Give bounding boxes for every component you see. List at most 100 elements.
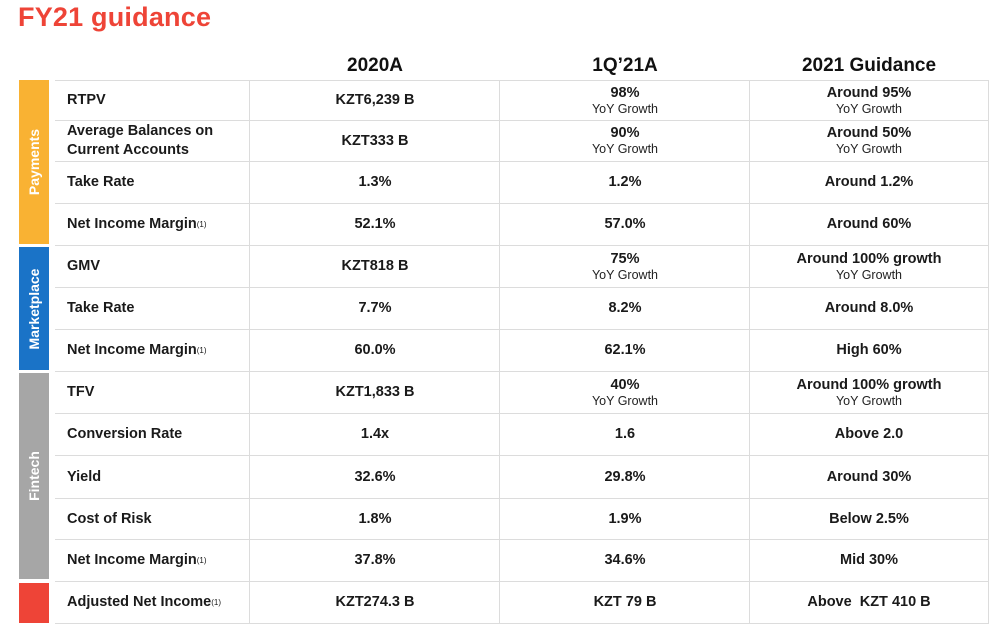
value-2021-guidance: Around 60% bbox=[826, 216, 912, 232]
row-divider bbox=[55, 455, 989, 456]
value-2020a: 1.3% bbox=[358, 174, 392, 190]
table-row-marketplace-take-rate: Take Rate 7.7% 8.2% Around 8.0% bbox=[55, 288, 989, 329]
row-label-wrap: Net Income Margin (1) bbox=[67, 540, 207, 581]
row-divider bbox=[55, 120, 989, 121]
row-divider bbox=[55, 203, 989, 204]
value-2020a: 52.1% bbox=[354, 216, 396, 232]
value-1q21a: 98% bbox=[610, 84, 640, 101]
payments-section-label: Payments bbox=[26, 128, 42, 196]
marketplace-section-band: Marketplace bbox=[19, 247, 49, 370]
row-label: Take Rate bbox=[67, 174, 135, 190]
value-1q21a: 1.2% bbox=[608, 174, 642, 190]
value-1q21a-subtext: YoY Growth bbox=[591, 267, 658, 282]
value-2020a: 60.0% bbox=[354, 342, 396, 358]
value-2020a: KZT818 B bbox=[341, 258, 409, 274]
table-row-average-balances: Average Balances on Current Accounts KZT… bbox=[55, 121, 989, 161]
row-label: TFV bbox=[67, 384, 95, 400]
value-2020a: 7.7% bbox=[358, 300, 392, 316]
value-1q21a: 1.6 bbox=[614, 426, 636, 442]
value-2021-guidance: Mid 30% bbox=[839, 552, 898, 568]
row-label: Yield bbox=[67, 468, 102, 485]
row-divider bbox=[55, 329, 989, 330]
page-title: FY21 guidance bbox=[18, 2, 212, 32]
value-1q21a: 34.6% bbox=[604, 552, 646, 568]
row-divider bbox=[55, 245, 989, 246]
value-1q21a-subtext: YoY Growth bbox=[591, 393, 658, 408]
column-divider bbox=[749, 80, 750, 623]
value-2021-guidance: Above 2.0 bbox=[834, 426, 904, 442]
row-label: Net Income Margin bbox=[67, 552, 197, 568]
table-row-fintech-net-income-margin: Net Income Margin (1) 37.8% 34.6% Mid 30% bbox=[55, 540, 989, 581]
value-1q21a-subtext: YoY Growth bbox=[591, 101, 658, 116]
row-label-wrap: Net Income Margin (1) bbox=[67, 330, 207, 371]
value-1q21a: 75% bbox=[610, 250, 640, 267]
row-divider bbox=[55, 539, 989, 540]
fintech-section-band: Fintech bbox=[19, 373, 49, 579]
footnote-marker: (1) bbox=[196, 220, 207, 229]
value-2021-guidance: Below 2.5% bbox=[829, 510, 909, 527]
row-label: Take Rate bbox=[67, 300, 135, 316]
value-2021-guidance: Around 100% growth bbox=[796, 250, 942, 267]
column-divider bbox=[249, 80, 250, 623]
row-label: Adjusted Net Income bbox=[67, 594, 212, 610]
value-2020a: KZT274.3 B bbox=[335, 594, 415, 610]
value-1q21a: 1.9% bbox=[608, 510, 642, 527]
table-row-yield: Yield 32.6% 29.8% Around 30% bbox=[55, 456, 989, 498]
row-label: Cost of Risk bbox=[67, 510, 152, 527]
table-row-rtpv: RTPV KZT6,239 B 98% YoY Growth Around 95%… bbox=[55, 81, 989, 120]
row-divider bbox=[55, 498, 989, 499]
value-guidance-subtext: YoY Growth bbox=[835, 101, 902, 116]
value-2020a: 1.4x bbox=[360, 426, 390, 442]
value-2020a: KZT1,833 B bbox=[335, 384, 415, 400]
value-2020a: 1.8% bbox=[358, 510, 392, 527]
value-2021-guidance: Around 50% bbox=[826, 125, 912, 141]
value-2021-guidance: Around 1.2% bbox=[824, 174, 914, 190]
row-label: GMV bbox=[67, 258, 101, 274]
adjusted-net-income-band bbox=[19, 583, 49, 623]
value-1q21a: 29.8% bbox=[604, 468, 646, 485]
table-row-marketplace-net-income-margin: Net Income Margin (1) 60.0% 62.1% High 60… bbox=[55, 330, 989, 371]
value-1q21a: 40% bbox=[610, 376, 640, 393]
table-row-gmv: GMV KZT818 B 75% YoY Growth Around 100% g… bbox=[55, 246, 989, 287]
row-divider bbox=[55, 287, 989, 288]
row-divider bbox=[55, 371, 989, 372]
table-row-adjusted-net-income: Adjusted Net Income (1) KZT274.3 B KZT 79… bbox=[55, 582, 989, 623]
value-2021-guidance: Around 100% growth bbox=[796, 376, 942, 393]
row-divider bbox=[55, 581, 989, 582]
value-2020a: 37.8% bbox=[354, 552, 396, 568]
table-row-tfv: TFV KZT1,833 B 40% YoY Growth Around 100%… bbox=[55, 372, 989, 413]
value-2021-guidance: Around 95% bbox=[826, 84, 912, 101]
value-1q21a: KZT 79 B bbox=[593, 594, 657, 610]
column-divider bbox=[499, 80, 500, 623]
row-label-wrap: Adjusted Net Income (1) bbox=[67, 582, 221, 623]
row-label: RTPV bbox=[67, 92, 106, 108]
value-1q21a: 90% bbox=[610, 125, 640, 141]
row-label: Average Balances on Current Accounts bbox=[67, 123, 214, 158]
table-row-conversion-rate: Conversion Rate 1.4x 1.6 Above 2.0 bbox=[55, 414, 989, 455]
value-2021-guidance: High 60% bbox=[836, 342, 902, 358]
row-divider bbox=[55, 161, 989, 162]
column-header-2020a: 2020A bbox=[347, 55, 403, 76]
marketplace-section-label: Marketplace bbox=[26, 268, 42, 349]
value-guidance-subtext: YoY Growth bbox=[835, 393, 902, 408]
column-header-2021-guidance: 2021 Guidance bbox=[801, 55, 937, 76]
value-guidance-subtext: YoY Growth bbox=[835, 267, 902, 282]
row-label-wrap: Net Income Margin (1) bbox=[67, 204, 207, 245]
table-bottom-border bbox=[55, 623, 989, 624]
value-1q21a: 62.1% bbox=[604, 342, 646, 358]
row-label: Conversion Rate bbox=[67, 426, 183, 442]
value-2021-guidance: Around 30% bbox=[826, 468, 912, 485]
value-1q21a-subtext: YoY Growth bbox=[591, 142, 658, 156]
value-2020a: 32.6% bbox=[354, 468, 396, 485]
table-row-payments-net-income-margin: Net Income Margin (1) 52.1% 57.0% Around … bbox=[55, 204, 989, 245]
footnote-marker: (1) bbox=[211, 598, 221, 607]
header-divider bbox=[55, 80, 989, 81]
value-2020a: KZT333 B bbox=[341, 132, 409, 149]
row-label: Net Income Margin bbox=[67, 342, 197, 358]
value-2021-guidance: Around 8.0% bbox=[824, 300, 914, 316]
row-divider bbox=[55, 413, 989, 414]
table-row-payments-take-rate: Take Rate 1.3% 1.2% Around 1.2% bbox=[55, 162, 989, 203]
table-right-border bbox=[988, 80, 989, 623]
value-1q21a: 57.0% bbox=[604, 216, 646, 232]
fintech-section-label: Fintech bbox=[26, 451, 42, 501]
